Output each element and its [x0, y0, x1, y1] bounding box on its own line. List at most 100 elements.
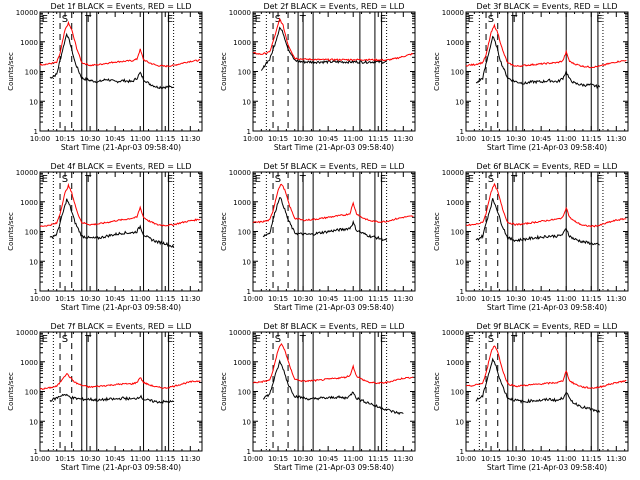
y-tick-label: 10 [29, 258, 38, 266]
y-tick-label: 1 [460, 288, 464, 296]
interval-label: S [275, 334, 281, 345]
interval-label: E [380, 174, 386, 185]
y-tick-label: 1 [34, 288, 38, 296]
y-axis-label: Counts/sec [433, 212, 441, 251]
y-tick-label: 1000 [20, 39, 38, 47]
series-line-events [475, 198, 600, 246]
x-tick-label: 11:00 [130, 455, 150, 463]
x-tick-label: 11:00 [130, 295, 150, 303]
x-tick-label: 11:30 [180, 135, 200, 143]
interval-label: S [62, 334, 68, 345]
y-tick-label: 1000 [233, 39, 251, 47]
series-line-events [475, 357, 601, 414]
interval-label: E [42, 14, 48, 25]
x-axis-label: Start Time (21-Apr-03 09:58:40) [487, 303, 607, 312]
y-tick-label: 1000 [446, 359, 464, 367]
series-line-lld [466, 345, 627, 389]
interval-label: S [275, 14, 281, 25]
chart-panel-6: Det 6f BLACK = Events, RED = LLD 1 10 100 10… [433, 162, 629, 312]
series-line-events [49, 198, 175, 248]
x-tick-label: 11:00 [343, 135, 363, 143]
interval-label: T [84, 334, 92, 345]
x-tick-label: 11:00 [556, 295, 576, 303]
x-tick-label: 11:30 [393, 295, 413, 303]
y-tick-label: 100 [25, 389, 38, 397]
y-axis-label: Counts/sec [220, 372, 228, 411]
x-tick-label: 10:30 [80, 295, 100, 303]
x-tick-label: 11:15 [581, 455, 601, 463]
chart-title: Det 4f BLACK = Events, RED = LLD [50, 162, 191, 171]
x-tick-label: 10:00 [30, 135, 50, 143]
chart-title: Det 5f BLACK = Events, RED = LLD [263, 162, 404, 171]
plot-frame [465, 11, 629, 132]
interval-label: T [510, 174, 518, 185]
plot-frame [252, 171, 416, 292]
series-line-events [262, 359, 404, 416]
interval-label: E [167, 14, 173, 25]
y-axis-label: Counts/sec [433, 52, 441, 91]
plot-frame [39, 11, 203, 132]
chart-title: Det 8f BLACK = Events, RED = LLD [263, 322, 404, 331]
y-tick-label: 10 [455, 418, 464, 426]
y-tick-label: 100 [25, 69, 38, 77]
interval-label: S [488, 14, 494, 25]
x-tick-label: 10:15 [268, 455, 288, 463]
interval-label: E [42, 334, 48, 345]
interval-label: E [468, 14, 474, 25]
y-axis-label: Counts/sec [220, 52, 228, 91]
y-tick-label: 10000 [442, 169, 464, 177]
series-line-lld [465, 182, 627, 228]
x-tick-label: 10:15 [481, 295, 501, 303]
chart-panel-1: Det 1f BLACK = Events, RED = LLD 1 10 100 10… [7, 2, 203, 152]
x-tick-label: 10:45 [318, 295, 338, 303]
interval-label: E [167, 174, 173, 185]
x-tick-label: 10:00 [456, 295, 476, 303]
interval-label: T [84, 14, 92, 25]
x-tick-label: 11:15 [368, 295, 388, 303]
chart-title: Det 7f BLACK = Events, RED = LLD [50, 322, 191, 331]
x-tick-label: 10:00 [30, 295, 50, 303]
y-tick-label: 100 [451, 69, 464, 77]
interval-label: S [488, 334, 494, 345]
x-tick-label: 11:30 [606, 455, 626, 463]
plot-frame [465, 171, 629, 292]
interval-label: E [596, 174, 602, 185]
x-tick-label: 10:30 [293, 135, 313, 143]
interval-label: T [299, 334, 307, 345]
y-tick-label: 1 [247, 288, 251, 296]
interval-label: E [42, 174, 48, 185]
x-tick-label: 10:45 [105, 295, 125, 303]
x-tick-label: 11:30 [393, 455, 413, 463]
x-tick-label: 11:00 [343, 295, 363, 303]
y-tick-label: 1 [34, 128, 38, 136]
series-line-lld [252, 183, 414, 224]
interval-label: E [255, 14, 261, 25]
chart-title: Det 6f BLACK = Events, RED = LLD [476, 162, 617, 171]
y-axis-label: Counts/sec [7, 372, 15, 411]
plot-frame [465, 331, 629, 452]
series-line-lld [252, 17, 414, 62]
x-tick-label: 11:30 [606, 135, 626, 143]
y-axis-label: Counts/sec [7, 52, 15, 91]
x-tick-label: 10:15 [268, 295, 288, 303]
series-line-lld [252, 342, 414, 385]
y-tick-label: 100 [238, 69, 251, 77]
interval-label: T [299, 14, 307, 25]
chart-title: Det 1f BLACK = Events, RED = LLD [50, 2, 191, 11]
series-line-lld [39, 20, 201, 68]
interval-label: E [380, 334, 386, 345]
x-tick-label: 10:30 [80, 135, 100, 143]
chart-panel-2: Det 2f BLACK = Events, RED = LLD 1 10 100 10… [220, 2, 416, 152]
y-tick-label: 1000 [20, 199, 38, 207]
y-tick-label: 10000 [229, 329, 251, 337]
y-tick-label: 10 [242, 418, 251, 426]
x-tick-label: 10:45 [531, 295, 551, 303]
y-tick-label: 1000 [20, 359, 38, 367]
y-tick-label: 10 [29, 98, 38, 106]
y-tick-label: 10000 [16, 169, 38, 177]
y-tick-label: 10 [455, 98, 464, 106]
x-tick-label: 10:15 [268, 135, 288, 143]
interval-label: E [596, 14, 602, 25]
interval-label: E [596, 334, 602, 345]
x-tick-label: 11:15 [368, 135, 388, 143]
